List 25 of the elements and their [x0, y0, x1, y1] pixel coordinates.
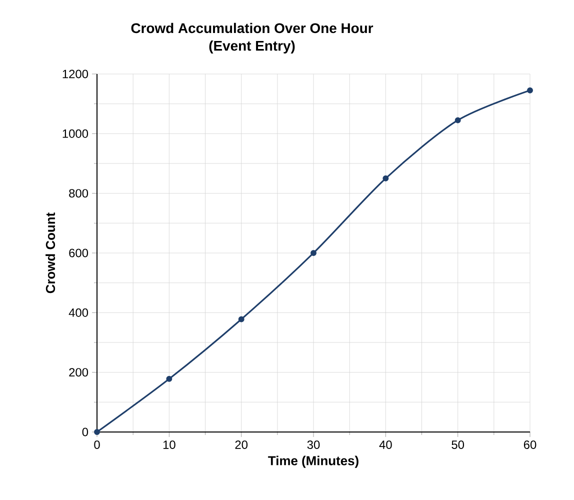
x-tick-label: 30 — [307, 440, 320, 449]
x-tick-label: 0 — [94, 440, 100, 449]
y-tick-label: 400 — [68, 308, 88, 317]
y-tick-label: 1200 — [62, 70, 88, 78]
point — [454, 117, 461, 124]
y-tick-label: 200 — [69, 368, 88, 377]
x-tick-label: 40 — [379, 440, 392, 449]
x-axis-title: Time (Minutes) — [268, 456, 358, 468]
y-tick-label: 1000 — [62, 129, 88, 138]
y-tick-label: 600 — [69, 248, 88, 258]
chart-subtitle: (Event Entry) — [209, 40, 295, 54]
point — [238, 316, 244, 322]
y-tick-label: 0 — [82, 428, 88, 436]
point — [527, 87, 533, 94]
point — [310, 250, 316, 256]
point — [166, 376, 172, 382]
point — [94, 428, 100, 435]
y-tick-label: 800 — [69, 189, 88, 198]
x-tick-label: 20 — [235, 440, 248, 449]
y-axis-title: Crowd Count — [46, 212, 56, 294]
point — [382, 175, 389, 182]
chart-title: Crowd Accumulation Over One Hour — [131, 22, 374, 34]
x-tick-label: 60 — [524, 440, 536, 449]
x-tick-label: 50 — [452, 440, 464, 449]
x-tick-label: 10 — [163, 440, 176, 449]
